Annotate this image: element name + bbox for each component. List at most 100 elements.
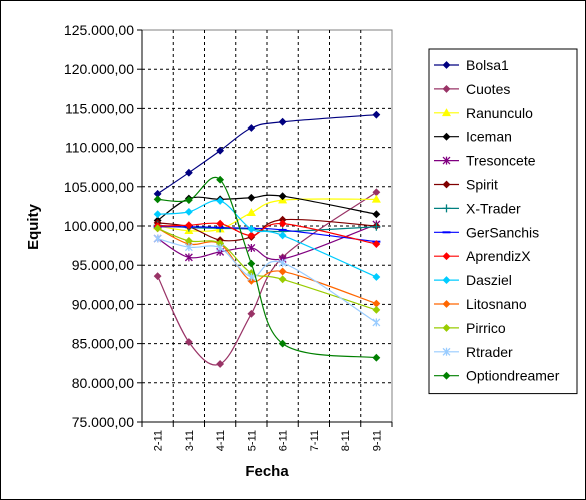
legend-entry: Iceman — [434, 129, 512, 145]
data-point — [184, 338, 193, 346]
legend-swatch-marker — [442, 204, 451, 213]
legend-entry: Tresoncete — [434, 153, 536, 169]
data-point — [278, 275, 287, 284]
data-point — [153, 272, 162, 281]
series-dasziel — [153, 196, 381, 281]
series-line — [157, 191, 377, 366]
data-point — [216, 219, 225, 228]
data-point — [278, 339, 287, 348]
legend-label: Pirrico — [466, 320, 506, 336]
legend-entry: Optiondreamer — [434, 368, 560, 384]
legend-swatch-marker — [442, 252, 451, 261]
data-point — [184, 196, 193, 205]
data-point — [153, 210, 162, 219]
legend-entry: Cuotes — [434, 81, 510, 97]
legend-entry: Litosnano — [434, 296, 527, 312]
legend-label: Rtrader — [466, 344, 513, 360]
y-tick-label: 95.000,00 — [72, 257, 134, 273]
legend-entry: Dasziel — [434, 272, 512, 288]
data-point — [278, 258, 287, 267]
legend-entry: Bolsa1 — [434, 57, 509, 73]
data-point — [372, 273, 381, 281]
legend-swatch-marker — [442, 371, 451, 380]
legend-entry: GerSanchis — [434, 224, 539, 240]
data-point — [216, 175, 225, 184]
legend-box — [428, 48, 578, 395]
data-point — [372, 305, 381, 314]
legend-label: X-Trader — [466, 200, 521, 216]
x-tick-label: 5-11 — [246, 430, 258, 451]
legend-label: Cuotes — [466, 81, 510, 97]
series-optiondreamer — [153, 175, 381, 362]
data-point — [184, 207, 193, 216]
y-tick-label: 115.000,00 — [65, 100, 134, 116]
y-tick-label: 125.000,00 — [64, 22, 134, 38]
x-tick-label: 3-11 — [184, 430, 196, 451]
legend-swatch-marker — [442, 323, 451, 332]
legend-swatch-marker — [442, 132, 451, 141]
y-axis-ticks: 75.000,00 80.000,00 85.000,00 90.000,00 95.0… — [64, 22, 142, 430]
legend-swatch-marker — [441, 108, 452, 117]
y-tick-label: 105.000,00 — [64, 179, 134, 195]
data-point — [153, 224, 162, 233]
data-point — [247, 243, 256, 252]
legend-label: Bolsa1 — [466, 57, 509, 73]
data-point — [247, 309, 256, 318]
data-point — [278, 267, 287, 276]
data-point — [372, 210, 381, 219]
data-point — [372, 353, 381, 362]
data-point — [153, 195, 162, 204]
data-point — [216, 146, 225, 155]
x-tick-label: 4-11 — [215, 430, 227, 451]
data-point — [278, 192, 287, 201]
data-point — [184, 168, 193, 177]
legend-swatch-marker — [442, 276, 451, 285]
legend-label: Optiondreamer — [466, 368, 560, 384]
y-axis-title: Equity — [25, 203, 42, 249]
data-point — [278, 231, 287, 240]
legend-label: AprendizX — [466, 248, 531, 264]
y-tick-label: 120.000,00 — [64, 61, 134, 77]
data-point — [247, 124, 256, 132]
data-point — [246, 208, 256, 216]
legend-label: Ranunculo — [466, 105, 533, 121]
legend-swatch-marker — [442, 84, 451, 93]
legend-swatch-marker — [442, 61, 451, 69]
data-point — [247, 231, 256, 240]
y-tick-label: 100.000,00 — [64, 218, 134, 234]
x-tick-label: 8-11 — [340, 430, 352, 451]
legend-entry: Pirrico — [434, 320, 506, 336]
y-tick-label: 90.000,00 — [72, 296, 134, 312]
x-tick-label: 6-11 — [278, 430, 290, 451]
data-point — [184, 253, 193, 262]
series-bolsa1 — [153, 110, 381, 198]
data-point — [216, 243, 225, 252]
legend-swatch-marker — [442, 347, 451, 356]
data-point — [184, 221, 193, 230]
data-point — [372, 222, 381, 231]
data-point — [372, 110, 381, 119]
x-axis-ticks: 2-11 3-11 4-11 5-11 6-11 7-11 8-11 9-11 — [141, 422, 393, 451]
x-axis-title: Fecha — [245, 463, 289, 480]
legend-swatch-marker — [442, 180, 451, 189]
legend-label: Spirit — [466, 177, 498, 193]
legend-entry: X-Trader — [434, 200, 521, 216]
y-tick-label: 80.000,00 — [72, 375, 134, 391]
data-point — [278, 219, 287, 228]
legend-label: GerSanchis — [466, 224, 539, 240]
legend-entry: Rtrader — [434, 344, 513, 360]
data-point — [278, 117, 287, 126]
legend-label: Tresoncete — [466, 153, 536, 169]
data-point — [371, 194, 381, 203]
legend-entry: AprendizX — [434, 248, 531, 264]
data-point — [216, 360, 225, 368]
y-tick-label: 75.000,00 — [72, 414, 134, 430]
series-lines — [153, 110, 381, 368]
x-tick-label: 9-11 — [371, 430, 383, 451]
data-point — [247, 259, 256, 268]
data-point — [216, 196, 225, 205]
x-tick-label: 2-11 — [153, 430, 165, 451]
data-point — [247, 272, 256, 281]
data-point — [247, 193, 256, 202]
